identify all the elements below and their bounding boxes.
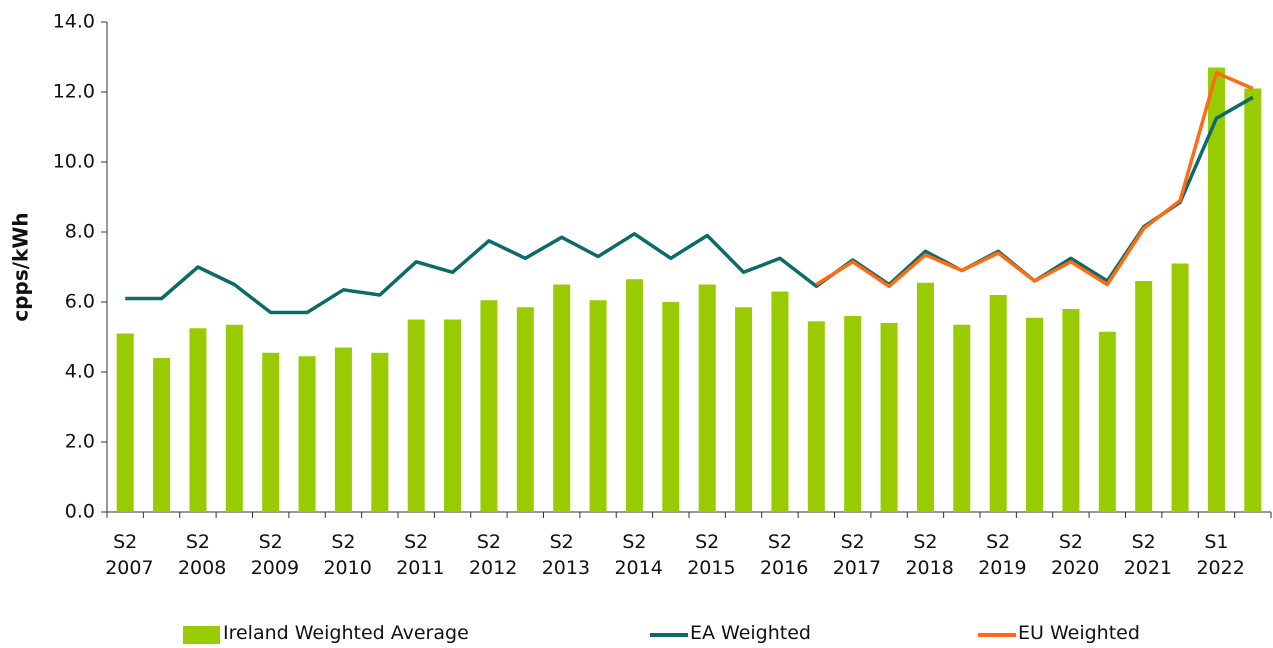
x-tick-label: S2 2018 bbox=[905, 531, 954, 579]
line bbox=[125, 95, 1254, 315]
x-tick-label: S2 2012 bbox=[468, 531, 518, 579]
bar bbox=[407, 319, 425, 512]
y-tick-label: 10.0 bbox=[53, 151, 95, 173]
x-tick-label: S2 2015 bbox=[687, 531, 736, 579]
y-tick-label: 14.0 bbox=[53, 11, 95, 33]
bar bbox=[116, 333, 134, 512]
x-tick-label: S2 2019 bbox=[978, 531, 1027, 579]
x-tick-label: S1 2022 bbox=[1196, 531, 1245, 579]
bar bbox=[1171, 263, 1189, 512]
x-tick-label: S2 2014 bbox=[614, 531, 663, 579]
bar bbox=[553, 284, 571, 512]
bar bbox=[735, 307, 753, 512]
bar bbox=[880, 323, 898, 512]
bar bbox=[1135, 281, 1153, 512]
bar bbox=[589, 300, 607, 512]
y-tick-label: 4.0 bbox=[65, 361, 95, 383]
bar bbox=[989, 295, 1007, 512]
x-tick-label: S2 2021 bbox=[1123, 531, 1173, 579]
bar bbox=[662, 302, 680, 512]
x-tick-label: S2 2010 bbox=[323, 531, 372, 579]
bar bbox=[807, 321, 825, 512]
bar bbox=[953, 324, 971, 512]
x-tick-label: S2 2017 bbox=[832, 531, 882, 579]
bar bbox=[153, 358, 171, 512]
y-tick-label: 12.0 bbox=[53, 81, 95, 103]
bar bbox=[698, 284, 716, 512]
y-tick-label: 6.0 bbox=[65, 291, 95, 313]
bar bbox=[916, 282, 934, 512]
bar bbox=[371, 352, 389, 512]
bar bbox=[516, 307, 534, 512]
x-tick-label: S2 2016 bbox=[759, 531, 809, 579]
bar bbox=[1098, 331, 1116, 512]
bar bbox=[480, 300, 498, 512]
legend-swatch bbox=[183, 626, 220, 644]
bar bbox=[189, 328, 207, 512]
bar bbox=[625, 279, 643, 512]
y-axis-label: cpps/kWh bbox=[9, 212, 33, 321]
bar bbox=[1207, 67, 1225, 512]
y-tick-label: 8.0 bbox=[65, 221, 95, 243]
x-tick-label: S2 2020 bbox=[1050, 531, 1100, 579]
legend-label: EU Weighted bbox=[1018, 622, 1140, 644]
x-tick-label: S2 2011 bbox=[396, 531, 445, 579]
bar bbox=[1244, 88, 1262, 512]
bar bbox=[844, 316, 862, 512]
bar bbox=[1026, 317, 1044, 512]
bar bbox=[771, 291, 789, 512]
x-tick-label: S2 2008 bbox=[177, 531, 227, 579]
bar bbox=[1062, 309, 1080, 512]
bar bbox=[262, 352, 280, 512]
legend-label: EA Weighted bbox=[690, 622, 811, 644]
x-tick-label: S2 2007 bbox=[105, 531, 154, 579]
bar bbox=[298, 356, 316, 512]
y-tick-label: 2.0 bbox=[65, 431, 95, 453]
line bbox=[815, 71, 1254, 289]
x-tick-label: S2 2013 bbox=[541, 531, 591, 579]
x-tick-label: S2 2009 bbox=[250, 531, 300, 579]
bar bbox=[444, 319, 462, 512]
bar bbox=[225, 324, 243, 512]
y-tick-label: 0.0 bbox=[65, 501, 95, 523]
legend-label: Ireland Weighted Average bbox=[223, 622, 469, 644]
bar bbox=[334, 347, 352, 512]
